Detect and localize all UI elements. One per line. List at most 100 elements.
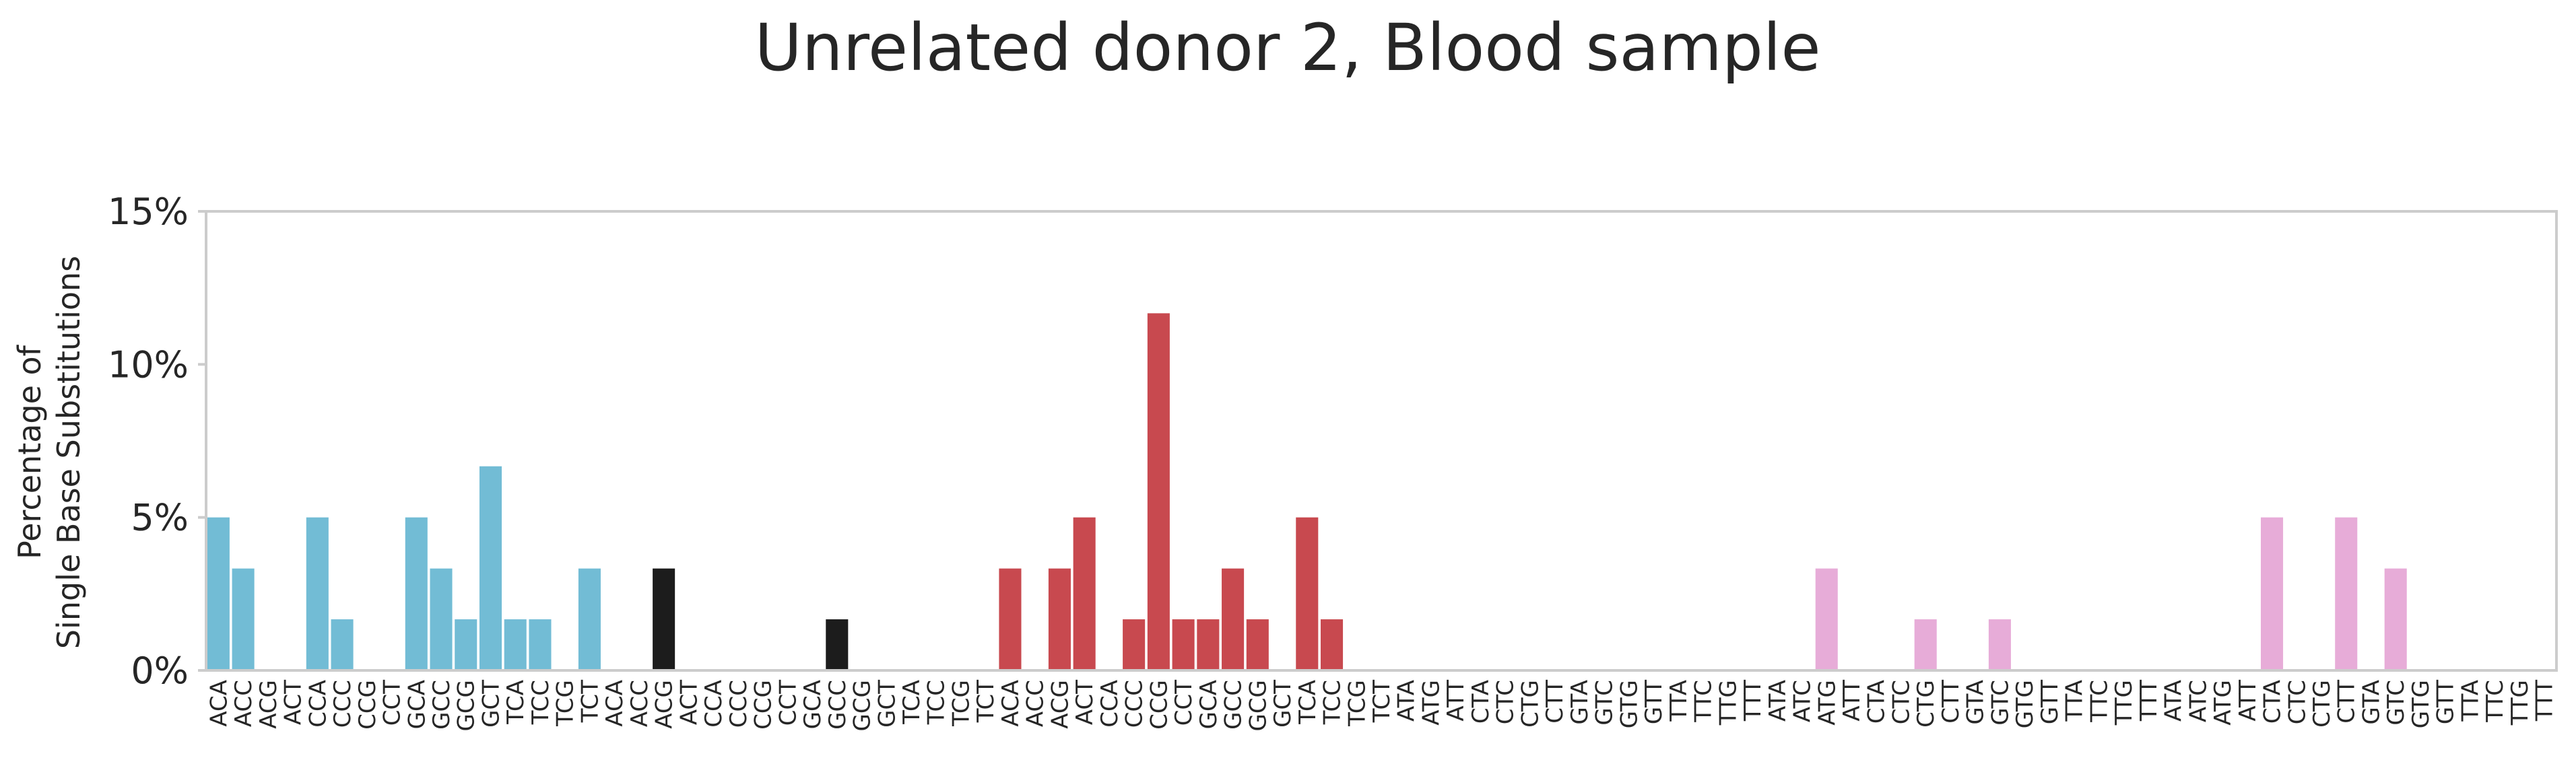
bar (455, 619, 477, 670)
y-axis-label-line-1: Percentage of (11, 344, 48, 559)
x-tick-label: TCA (502, 680, 529, 725)
x-tick-label: TTT (2136, 680, 2162, 722)
bar (653, 568, 675, 670)
x-tick-label: GTA (1566, 680, 1593, 725)
y-axis-label: Percentage of Single Base Substitutions (11, 256, 87, 649)
x-tick-label: CTT (1542, 680, 1568, 724)
x-tick-label: CCT (1170, 680, 1197, 726)
x-tick-label: TTG (2507, 680, 2534, 726)
x-tick-label: TCT (576, 680, 603, 724)
x-tick-label: GTG (2408, 680, 2435, 728)
x-tick-label: ATC (1789, 680, 1816, 722)
bar (306, 517, 329, 670)
x-tick-label: ACT (675, 680, 702, 725)
x-tick-label: GCT (1269, 680, 1296, 728)
x-tick-label: TTC (2482, 680, 2509, 723)
bar (1320, 619, 1344, 670)
bar (479, 466, 502, 670)
x-tick-label: GCT (873, 680, 900, 728)
plot-frame (205, 210, 2558, 672)
x-tick-label: GCG (453, 680, 480, 731)
x-tick-label: TTG (2111, 680, 2138, 726)
x-tick-label: CCG (750, 680, 777, 730)
y-axis-ticks: 0% 5% 10% 15% (108, 190, 206, 692)
x-tick-label: GTT (1641, 680, 1667, 724)
x-tick-label: TTC (2086, 680, 2113, 723)
x-tick-label: TCG (552, 680, 579, 727)
x-tick-label: GTT (2037, 680, 2063, 724)
x-tick-label: ACT (1071, 680, 1098, 725)
x-tick-label: GCA (403, 680, 430, 729)
bar (207, 517, 230, 670)
x-tick-label: ATG (1418, 680, 1445, 726)
x-tick-label: TCT (1368, 680, 1395, 724)
bar (232, 568, 255, 670)
x-tick-label: CCG (1146, 680, 1173, 730)
bar (1123, 619, 1146, 670)
bar-series (207, 313, 2407, 670)
x-tick-label: ACG (1047, 680, 1074, 729)
x-tick-label: CTA (1863, 680, 1890, 724)
x-tick-label: ATT (1443, 680, 1469, 722)
bar (1197, 619, 1220, 670)
y-tick-label: 10% (108, 343, 189, 386)
x-tick-label: GCC (428, 680, 455, 730)
x-tick-label: ATA (1393, 680, 1420, 722)
x-tick-label: CCT (379, 680, 406, 726)
x-tick-label: CTA (1467, 680, 1494, 724)
bar (1988, 619, 2011, 670)
x-tick-label: GTC (2383, 680, 2410, 726)
x-tick-label: GTA (1962, 680, 1989, 725)
bar (430, 568, 453, 670)
x-tick-label: ACG (255, 680, 282, 729)
x-tick-label: ACG (651, 680, 678, 729)
x-tick-label: TTG (1715, 680, 1742, 726)
x-tick-label: CCA (304, 680, 331, 728)
bar (2260, 517, 2284, 670)
x-tick-label: CTC (1492, 680, 1519, 724)
bar (826, 619, 849, 670)
x-tick-label: CTC (2284, 680, 2311, 724)
x-tick-label: CTG (1913, 680, 1940, 728)
x-tick-label: TCC (1319, 680, 1346, 725)
bar (331, 619, 354, 670)
x-tick-label: ACC (1022, 680, 1049, 727)
x-tick-label: TCA (1294, 680, 1321, 725)
x-tick-label: GTG (2012, 680, 2039, 728)
bar (504, 619, 527, 670)
x-tick-label: CCA (700, 680, 727, 728)
x-tick-label: ATC (2185, 680, 2212, 722)
y-tick-label: 5% (131, 497, 189, 539)
x-tick-label: ATT (1839, 680, 1865, 722)
bar (405, 517, 428, 670)
bar (578, 568, 601, 670)
chart-title: Unrelated donor 2, Blood sample (754, 10, 1820, 85)
x-tick-label: GCG (1245, 680, 1272, 731)
x-tick-label: CCC (329, 680, 356, 728)
bar (529, 619, 552, 670)
x-tick-label: GCC (1220, 680, 1247, 730)
bar (1246, 619, 1269, 670)
x-tick-label: ATA (1764, 680, 1791, 722)
bar (1172, 619, 1195, 670)
x-tick-label: GTT (2433, 680, 2459, 724)
x-axis-ticks: ACAACCACGACTCCACCCCCGCCTGCAGCCGCGGCTTCAT… (205, 680, 2558, 732)
x-tick-label: CCC (1121, 680, 1148, 728)
x-tick-label: ACT (280, 680, 307, 725)
bar (1147, 313, 1170, 670)
bar (999, 568, 1022, 670)
x-tick-label: TCC (923, 680, 950, 725)
x-tick-label: GCG (849, 680, 876, 731)
x-tick-label: ACC (626, 680, 653, 727)
x-tick-label: ACC (230, 680, 257, 727)
x-tick-label: TCG (948, 680, 975, 727)
x-tick-label: CTC (1888, 680, 1915, 724)
x-tick-label: TTT (2532, 680, 2558, 722)
x-tick-label: ACA (601, 680, 628, 727)
x-tick-label: CCA (1096, 680, 1123, 728)
bar (1048, 568, 1071, 670)
x-tick-label: ATG (1814, 680, 1841, 726)
bar (1914, 619, 1937, 670)
x-tick-label: ATA (2160, 680, 2187, 722)
